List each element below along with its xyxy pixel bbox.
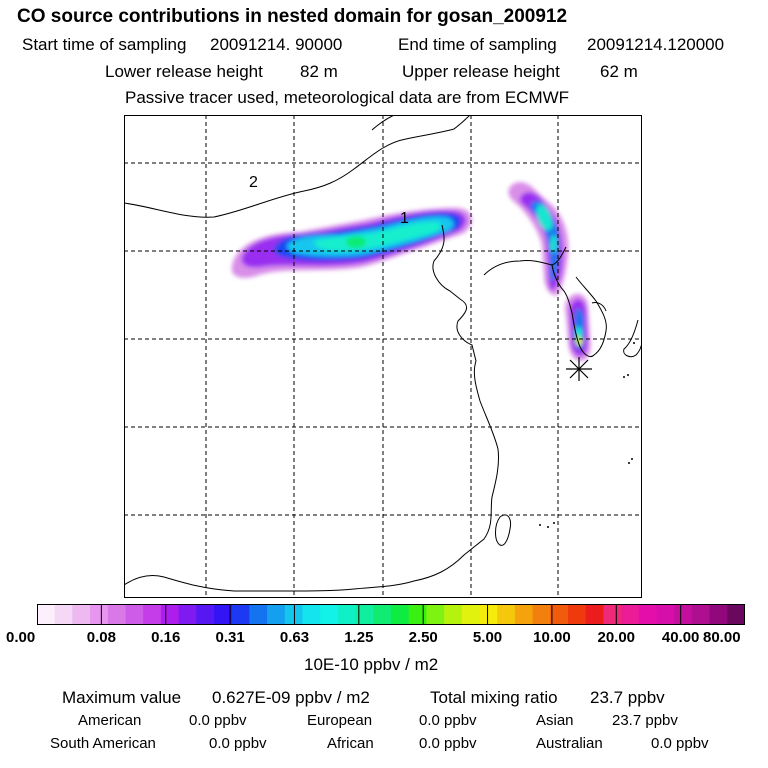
colorbar-cell [54,604,73,625]
colorbar-cell [214,604,233,625]
colorbar-cell [638,604,658,625]
colorbar-cell [532,604,551,625]
colorbar-cell [426,604,445,625]
start-time-label: Start time of sampling [22,35,187,54]
colorbar-cell [302,604,321,625]
region-name: Asian [536,712,574,729]
colorbar-tick-label: 0.63 [279,629,310,646]
total-mixing-label: Total mixing ratio [430,688,558,707]
map-panel: 1 2 [124,115,642,598]
source-label-1: 1 [400,210,409,227]
region-name: African [327,735,374,752]
colorbar-cell [603,604,622,625]
colorbar-cell [391,604,410,625]
region-name: Australian [536,735,603,752]
colorbar-cell [231,604,250,625]
colorbar-cell [444,604,463,625]
region-value: 0.0 ppbv [419,735,477,752]
colorbar [37,604,745,625]
colorbar-tick-label: 0.31 [215,629,245,646]
colorbar-tick-label: 0.08 [86,629,116,646]
colorbar-cell [196,604,215,625]
map-grid [124,115,642,598]
colorbar-cell [320,604,339,625]
colorbar-cell [160,604,180,625]
colorbar-tick-label: 10.00 [533,629,571,646]
end-time-value: 20091214.120000 [587,35,725,54]
colorbar-tick-label: 0.00 [6,629,36,646]
colorbar-tick-label: 2.50 [408,629,438,646]
lower-height-value: 82 m [300,62,338,81]
colorbar-tick-label: 20.00 [597,629,636,646]
colorbar-cell [178,604,197,625]
colorbar-cell [674,604,693,625]
islands [539,342,635,528]
colorbar-cell [37,604,56,625]
tracer-note: Passive tracer used, meteorological data… [125,88,570,107]
region-name: South American [50,735,156,752]
source-label-2: 2 [249,174,258,191]
map-frame [124,115,642,598]
colorbar-cell [621,604,640,625]
colorbar-cell [267,604,286,625]
colorbar-tick-label: 80.00 [703,629,741,646]
colorbar-cell [514,604,534,625]
max-value-label: Maximum value [62,688,182,707]
upper-height-value: 62 m [600,62,638,81]
colorbar-cell [461,604,481,625]
coastlines [124,115,642,592]
start-time-value: 20091214. 90000 [210,35,343,54]
colorbar-unit: 10E-10 ppbv / m2 [304,655,439,674]
region-name: European [307,712,373,729]
region-value: 0.0 ppbv [189,712,247,729]
colorbar-cell [585,604,604,625]
colorbar-cell [568,604,587,625]
receptor-asterisk-icon [566,357,592,381]
colorbar-cell [355,604,374,625]
colorbar-cells [37,604,745,625]
region-value: 0.0 ppbv [209,735,267,752]
colorbar-cell [249,604,268,625]
colorbar-cell [90,604,109,625]
colorbar-cell [125,604,144,625]
colorbar-frame [37,604,745,625]
colorbar-tick-label: 0.16 [151,629,181,646]
colorbar-cell [727,604,745,625]
colorbar-tick-label: 5.00 [472,629,503,646]
colorbar-cell [72,604,91,625]
region-value: 0.0 ppbv [419,712,477,729]
colorbar-cell [143,604,162,625]
region-name: American [78,712,142,729]
colorbar-cell [479,604,498,625]
colorbar-tick-label: 40.00 [661,629,700,646]
region-value: 0.0 ppbv [651,735,709,752]
region-value: 23.7 ppbv [612,712,678,729]
colorbar-cell [656,604,675,625]
colorbar-cell [550,604,569,625]
colorbar-cell [373,604,392,625]
end-time-label: End time of sampling [398,35,557,54]
colorbar-cell [691,604,711,625]
max-value: 0.627E-09 ppbv / m2 [212,688,370,707]
colorbar-cell [709,604,728,625]
plume-west [231,207,472,278]
colorbar-cell [107,604,127,625]
colorbar-tick-label: 1.25 [344,629,374,646]
colorbar-cell [497,604,516,625]
upper-height-label: Upper release height [402,62,560,81]
figure-title: CO source contributions in nested domain… [17,6,568,27]
lower-height-label: Lower release height [105,62,263,81]
colorbar-cell [337,604,357,625]
total-mixing-value: 23.7 ppbv [590,688,665,707]
colorbar-cell [408,604,427,625]
